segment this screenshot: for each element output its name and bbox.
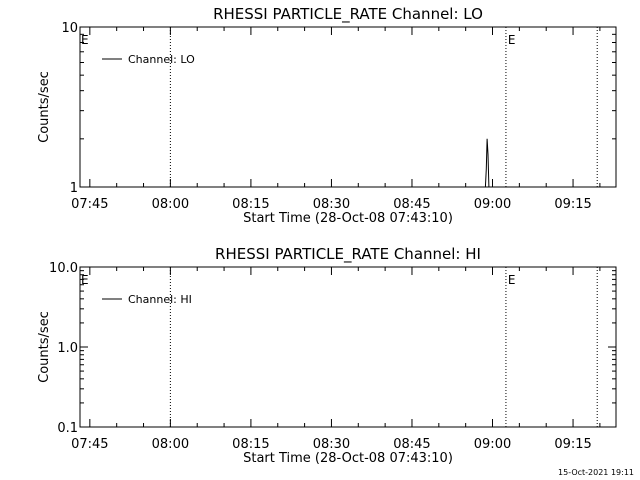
plot-timestamp: 15-Oct-2021 19:11 xyxy=(558,468,634,477)
x-tick-label: 07:45 xyxy=(71,437,108,452)
x-tick-label: 08:15 xyxy=(232,437,269,452)
y-tick-label: 0.1 xyxy=(57,421,78,436)
x-tick-label: 08:45 xyxy=(393,437,430,452)
x-tick-label: 08:00 xyxy=(152,197,189,212)
y-tick-label: 1.0 xyxy=(57,341,78,356)
legend-label: Channel: LO xyxy=(128,53,195,66)
y-tick-label: 10 xyxy=(61,21,78,36)
edge-event-label: E xyxy=(81,33,89,47)
y-tick-label: 1 xyxy=(70,181,78,196)
x-tick-label: 09:00 xyxy=(474,437,511,452)
x-tick-label: 09:15 xyxy=(554,197,591,212)
x-tick-label: 08:30 xyxy=(313,437,350,452)
plot-frame xyxy=(79,26,617,188)
plot-frame xyxy=(79,266,617,428)
legend-label: Channel: HI xyxy=(128,293,192,306)
y-axis-label: Counts/sec xyxy=(37,311,52,383)
x-tick-label: 09:15 xyxy=(554,437,591,452)
series-line-0 xyxy=(484,138,490,188)
x-tick-label: 08:45 xyxy=(393,197,430,212)
y-tick-label: 10.0 xyxy=(49,261,78,276)
x-tick-label: 08:30 xyxy=(313,197,350,212)
x-tick-label: 08:15 xyxy=(232,197,269,212)
x-tick-label: 07:45 xyxy=(71,197,108,212)
x-axis-label: Start Time (28-Oct-08 07:43:10) xyxy=(243,451,453,466)
x-axis-label: Start Time (28-Oct-08 07:43:10) xyxy=(243,211,453,226)
x-tick-label: 09:00 xyxy=(474,197,511,212)
plot-title: RHESSI PARTICLE_RATE Channel: HI xyxy=(215,245,481,264)
event-marker-label: E xyxy=(508,33,516,47)
x-tick-label: 08:00 xyxy=(152,437,189,452)
plot-title: RHESSI PARTICLE_RATE Channel: LO xyxy=(213,5,483,24)
y-axis-label: Counts/sec xyxy=(37,71,52,143)
edge-event-label: E xyxy=(81,273,89,287)
event-marker-label: E xyxy=(508,273,516,287)
